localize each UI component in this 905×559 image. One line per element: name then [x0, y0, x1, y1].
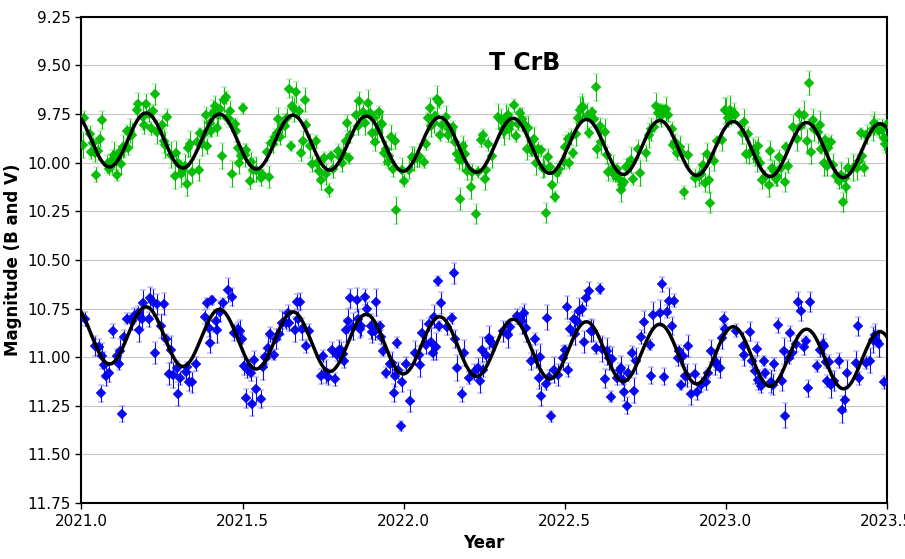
- X-axis label: Year: Year: [463, 534, 505, 552]
- Y-axis label: Magnitude (B and V): Magnitude (B and V): [5, 164, 22, 356]
- Text: T CrB: T CrB: [489, 51, 560, 75]
